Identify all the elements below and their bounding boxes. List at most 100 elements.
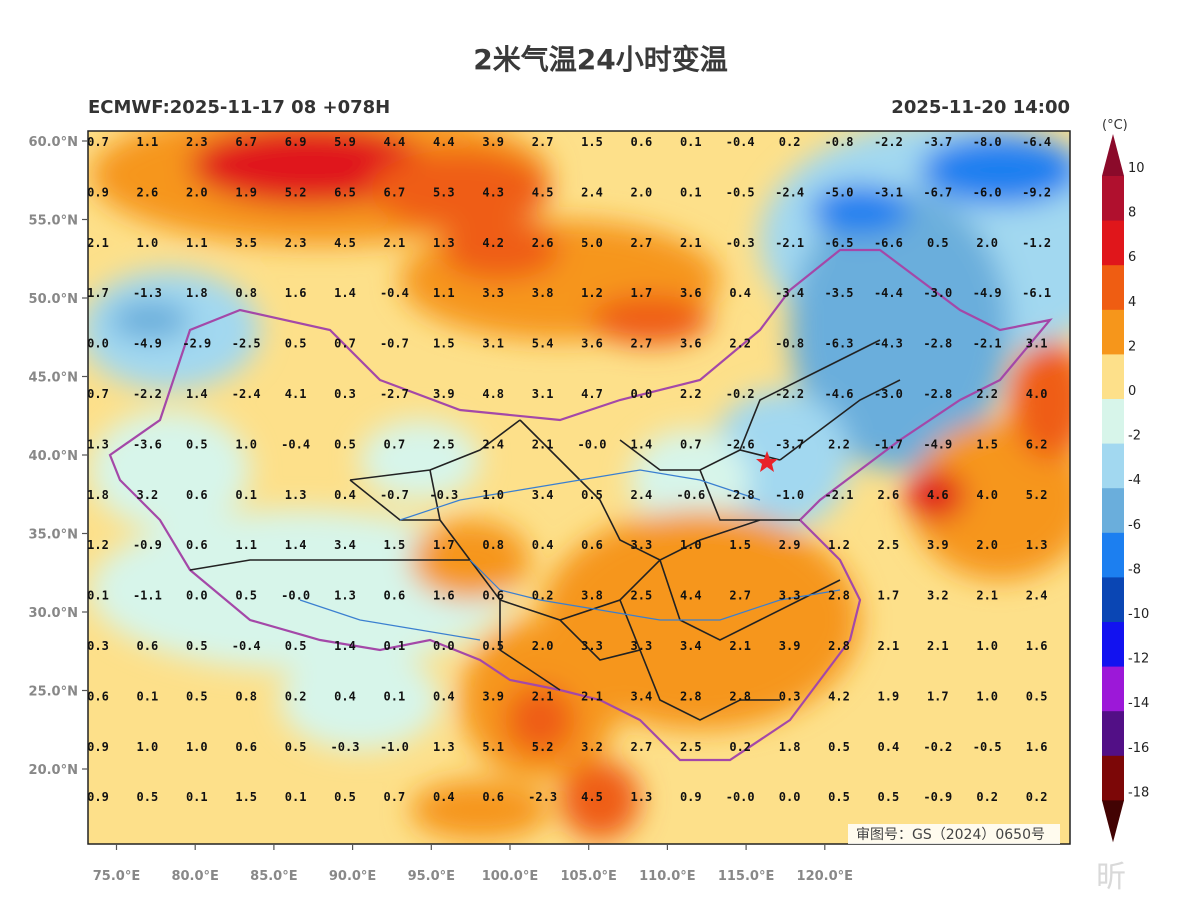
lon-label: 75.0°E bbox=[93, 869, 140, 884]
legend-label: 2 bbox=[1128, 339, 1136, 354]
station-value: 0.1 bbox=[680, 135, 702, 149]
legend-label: -8 bbox=[1128, 562, 1141, 577]
station-value: 3.3 bbox=[581, 639, 603, 653]
station-value: 3.3 bbox=[631, 639, 653, 653]
station-value: 3.6 bbox=[680, 286, 702, 300]
lon-label: 110.0°E bbox=[639, 869, 696, 884]
station-value: 0.8 bbox=[482, 538, 504, 552]
station-value: 1.0 bbox=[186, 740, 208, 754]
legend-swatch bbox=[1102, 354, 1124, 400]
station-value: 1.3 bbox=[433, 740, 455, 754]
station-value: 0.9 bbox=[87, 185, 109, 199]
station-value: 3.2 bbox=[927, 589, 949, 603]
station-value: 3.2 bbox=[581, 740, 603, 754]
station-value: 0.9 bbox=[87, 740, 109, 754]
station-value: -0.3 bbox=[429, 488, 458, 502]
station-value: 0.7 bbox=[87, 135, 109, 149]
station-value: 0.6 bbox=[384, 589, 406, 603]
station-value: -4.3 bbox=[874, 337, 903, 351]
station-value: 4.6 bbox=[927, 488, 949, 502]
lon-label: 120.0°E bbox=[797, 869, 854, 884]
station-value: 3.1 bbox=[482, 337, 504, 351]
station-value: -9.2 bbox=[1022, 185, 1051, 199]
station-value: 0.2 bbox=[532, 589, 554, 603]
station-value: 0.6 bbox=[235, 740, 257, 754]
station-value: 0.8 bbox=[235, 689, 257, 703]
station-value: 0.0 bbox=[87, 337, 109, 351]
station-value: 0.6 bbox=[186, 538, 208, 552]
lat-label: 55.0°N bbox=[29, 214, 78, 229]
station-value: -3.7 bbox=[775, 437, 804, 451]
station-value: 2.5 bbox=[631, 589, 653, 603]
legend-label: 6 bbox=[1128, 250, 1136, 265]
station-value: -2.2 bbox=[133, 387, 162, 401]
station-value: 3.9 bbox=[482, 135, 504, 149]
station-value: 2.7 bbox=[631, 236, 653, 250]
station-value: -4.9 bbox=[923, 437, 952, 451]
legend-swatch bbox=[1102, 577, 1124, 623]
legend-swatch bbox=[1102, 443, 1124, 489]
station-value: 5.9 bbox=[334, 135, 356, 149]
station-value: 1.0 bbox=[976, 639, 998, 653]
station-value: -3.6 bbox=[133, 437, 162, 451]
station-value: 1.7 bbox=[878, 589, 900, 603]
legend-swatch bbox=[1102, 532, 1124, 578]
station-value: 2.0 bbox=[186, 185, 208, 199]
station-value: 2.0 bbox=[631, 185, 653, 199]
station-value: 4.0 bbox=[1026, 387, 1048, 401]
legend-label: -14 bbox=[1128, 696, 1149, 711]
station-value: -2.4 bbox=[232, 387, 261, 401]
lat-label: 35.0°N bbox=[29, 528, 78, 543]
station-value: 0.1 bbox=[384, 639, 406, 653]
station-value: 2.1 bbox=[878, 639, 900, 653]
station-value: 2.8 bbox=[828, 589, 850, 603]
approval-number: 审图号：GS（2024）0650号 bbox=[856, 827, 1045, 843]
station-value: -0.7 bbox=[380, 337, 409, 351]
station-value: 2.8 bbox=[828, 639, 850, 653]
station-value: 0.2 bbox=[779, 135, 801, 149]
station-value: 0.6 bbox=[137, 639, 159, 653]
station-value: 1.8 bbox=[186, 286, 208, 300]
legend-label: 8 bbox=[1128, 206, 1136, 221]
station-value: 1.1 bbox=[186, 236, 208, 250]
station-value: 0.1 bbox=[235, 488, 257, 502]
station-value: 6.7 bbox=[235, 135, 257, 149]
station-value: -2.3 bbox=[528, 790, 557, 804]
station-value: 1.3 bbox=[433, 236, 455, 250]
station-value: 2.8 bbox=[680, 689, 702, 703]
rivers bbox=[299, 469, 841, 641]
legend-label: -18 bbox=[1128, 785, 1149, 800]
legend-label: -12 bbox=[1128, 652, 1149, 667]
station-value: 0.6 bbox=[482, 589, 504, 603]
station-value: 4.0 bbox=[976, 488, 998, 502]
legend-swatch bbox=[1102, 488, 1124, 534]
station-value: 0.5 bbox=[285, 337, 307, 351]
legend-top-arrow bbox=[1102, 134, 1124, 176]
station-value: 0.6 bbox=[581, 538, 603, 552]
station-value: 4.5 bbox=[334, 236, 356, 250]
station-value: 0.4 bbox=[729, 286, 751, 300]
station-value: 1.7 bbox=[433, 538, 455, 552]
lat-label: 40.0°N bbox=[29, 449, 78, 464]
legend-label: -16 bbox=[1128, 741, 1149, 756]
station-value: 3.4 bbox=[532, 488, 554, 502]
station-value: 1.1 bbox=[235, 538, 257, 552]
station-value: 0.5 bbox=[186, 639, 208, 653]
station-value: -2.4 bbox=[775, 185, 804, 199]
station-value: 1.6 bbox=[433, 589, 455, 603]
model-run-label: ECMWF:2025-11-17 08 +078H bbox=[88, 97, 391, 118]
station-value: 5.0 bbox=[581, 236, 603, 250]
station-value: 0.7 bbox=[384, 790, 406, 804]
station-value: -6.3 bbox=[825, 337, 854, 351]
station-value: 0.5 bbox=[186, 689, 208, 703]
station-value: 2.9 bbox=[779, 538, 801, 552]
station-value: 2.0 bbox=[532, 639, 554, 653]
station-value: 0.6 bbox=[482, 790, 504, 804]
station-value: 0.2 bbox=[729, 740, 751, 754]
station-value: -0.0 bbox=[726, 790, 755, 804]
station-value: -0.9 bbox=[133, 538, 162, 552]
station-value: -3.4 bbox=[775, 286, 804, 300]
station-value: -5.0 bbox=[825, 185, 854, 199]
station-value: 4.4 bbox=[384, 135, 406, 149]
station-value: 1.5 bbox=[384, 538, 406, 552]
